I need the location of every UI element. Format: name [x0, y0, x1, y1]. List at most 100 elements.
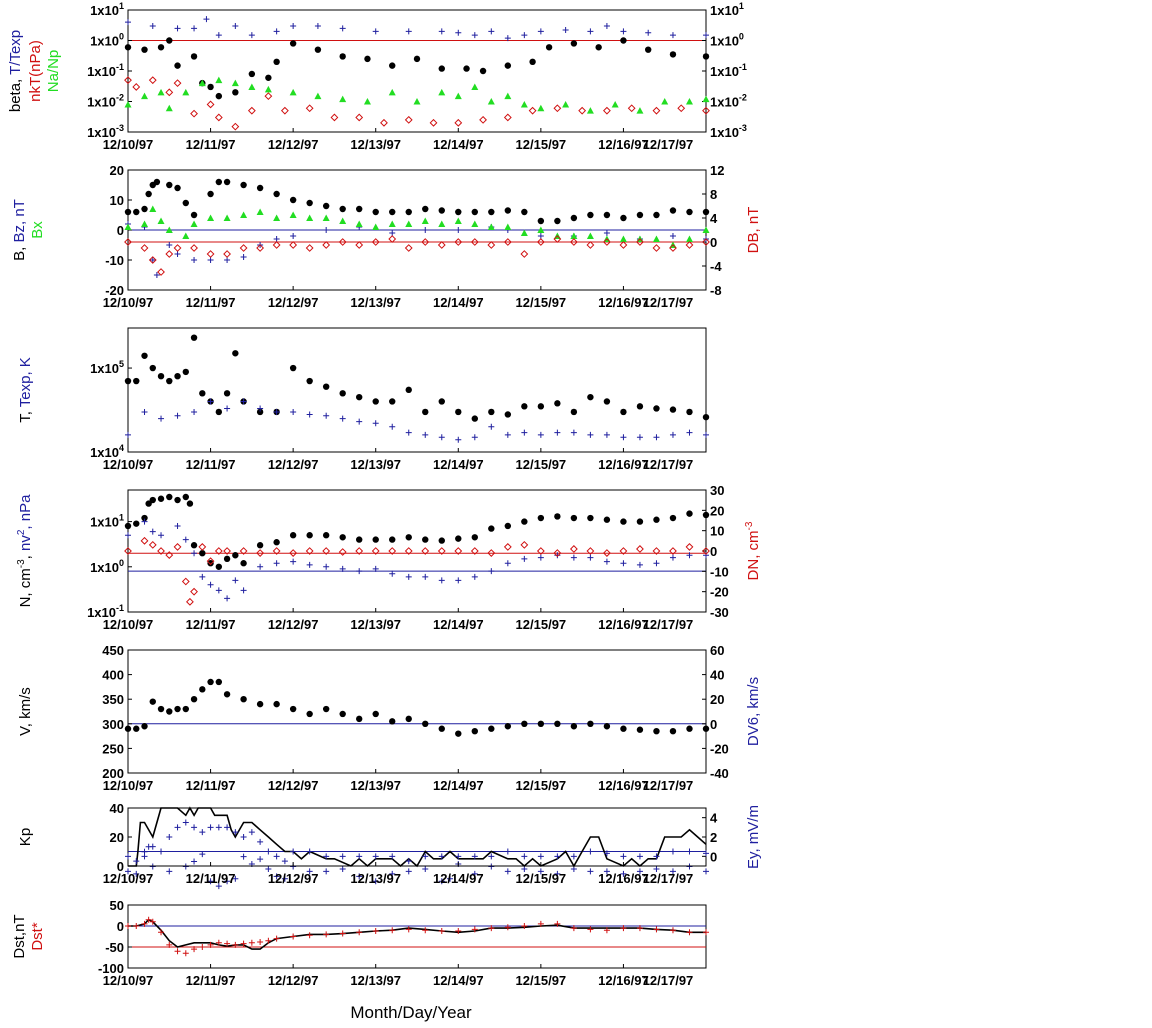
right-tick-label: 0	[710, 717, 717, 732]
data-point	[240, 398, 247, 405]
date-tick-label: 12/12/97	[268, 295, 319, 310]
data-point	[620, 870, 627, 877]
date-tick-label: 12/13/97	[350, 295, 401, 310]
data-point	[372, 28, 379, 35]
data-point	[389, 536, 396, 543]
data-point	[703, 929, 709, 936]
data-point	[603, 868, 610, 875]
data-point	[231, 122, 240, 131]
data-point	[141, 853, 148, 860]
date-tick-label: 12/14/97	[433, 137, 484, 152]
data-point	[240, 211, 248, 218]
data-point	[413, 55, 421, 63]
data-point	[182, 536, 189, 543]
data-point	[389, 62, 396, 69]
date-tick-label: 12/16/97	[598, 617, 649, 632]
data-point	[488, 525, 495, 532]
date-tick-label: 12/16/97	[598, 295, 649, 310]
data-point	[273, 873, 280, 880]
date-tick-label: 12/17/97	[643, 617, 694, 632]
data-point	[289, 241, 298, 249]
data-point	[141, 723, 148, 730]
data-point	[289, 549, 298, 557]
data-point	[702, 106, 710, 115]
data-point	[323, 853, 330, 860]
data-point	[257, 856, 264, 863]
data-point	[405, 28, 412, 35]
data-point	[224, 824, 231, 831]
data-point	[702, 511, 710, 519]
data-point	[405, 573, 412, 580]
data-point	[603, 927, 610, 934]
left-axis-label-2: nkT(nPa)	[27, 40, 44, 102]
left-tick-label: 1x100	[90, 32, 124, 49]
data-point	[124, 100, 132, 108]
left-tick-label: -20	[105, 283, 124, 298]
data-point	[471, 534, 478, 541]
data-point	[438, 398, 445, 405]
left-tick-label: 1x104	[90, 443, 124, 460]
date-tick-label: 12/14/97	[433, 778, 484, 793]
series-t	[124, 334, 710, 422]
data-point	[207, 581, 214, 588]
date-tick-label: 12/17/97	[643, 973, 694, 988]
data-point	[703, 850, 709, 857]
data-point	[652, 244, 661, 252]
data-point	[323, 563, 330, 570]
date-tick-label: 12/15/97	[516, 778, 567, 793]
left-tick-label: 450	[102, 643, 124, 658]
data-point	[636, 403, 644, 410]
data-point	[438, 853, 445, 860]
data-point	[239, 244, 248, 252]
data-point	[702, 208, 710, 216]
data-point	[272, 547, 281, 555]
data-point	[265, 848, 272, 855]
right-tick-label: -20	[710, 741, 729, 756]
data-point	[702, 547, 710, 555]
data-point	[488, 925, 495, 932]
data-point	[603, 516, 611, 523]
data-point	[148, 256, 157, 264]
data-point	[133, 923, 140, 929]
data-point	[364, 55, 371, 63]
data-point	[636, 561, 643, 568]
data-point	[124, 238, 132, 246]
data-point	[157, 88, 165, 96]
data-point	[570, 514, 578, 522]
data-point	[372, 710, 379, 718]
data-point	[488, 853, 495, 860]
date-tick-label: 12/14/97	[433, 295, 484, 310]
date-tick-label: 12/15/97	[516, 973, 567, 988]
data-point	[686, 848, 693, 855]
series-ey	[125, 819, 709, 865]
data-point	[145, 190, 152, 198]
data-point	[265, 74, 272, 81]
data-point	[149, 205, 157, 212]
data-point	[545, 44, 553, 51]
data-point	[455, 853, 462, 860]
data-point	[620, 28, 627, 35]
data-point	[504, 924, 511, 931]
data-point	[215, 92, 223, 100]
data-point	[504, 92, 512, 100]
data-point	[554, 720, 561, 727]
data-point	[455, 730, 462, 737]
series-dst	[128, 918, 706, 950]
plot-frame	[127, 489, 707, 613]
data-point	[447, 875, 454, 882]
data-point	[191, 408, 198, 415]
left-tick-label: -100	[98, 961, 124, 976]
data-point	[702, 413, 710, 421]
data-point	[653, 853, 660, 860]
data-point	[686, 929, 693, 936]
data-point	[141, 408, 148, 415]
data-point	[203, 16, 210, 23]
data-point	[356, 853, 363, 860]
data-point	[166, 181, 173, 189]
data-point	[405, 208, 412, 216]
data-point	[166, 834, 173, 840]
data-point	[305, 104, 314, 113]
data-point	[653, 926, 660, 933]
